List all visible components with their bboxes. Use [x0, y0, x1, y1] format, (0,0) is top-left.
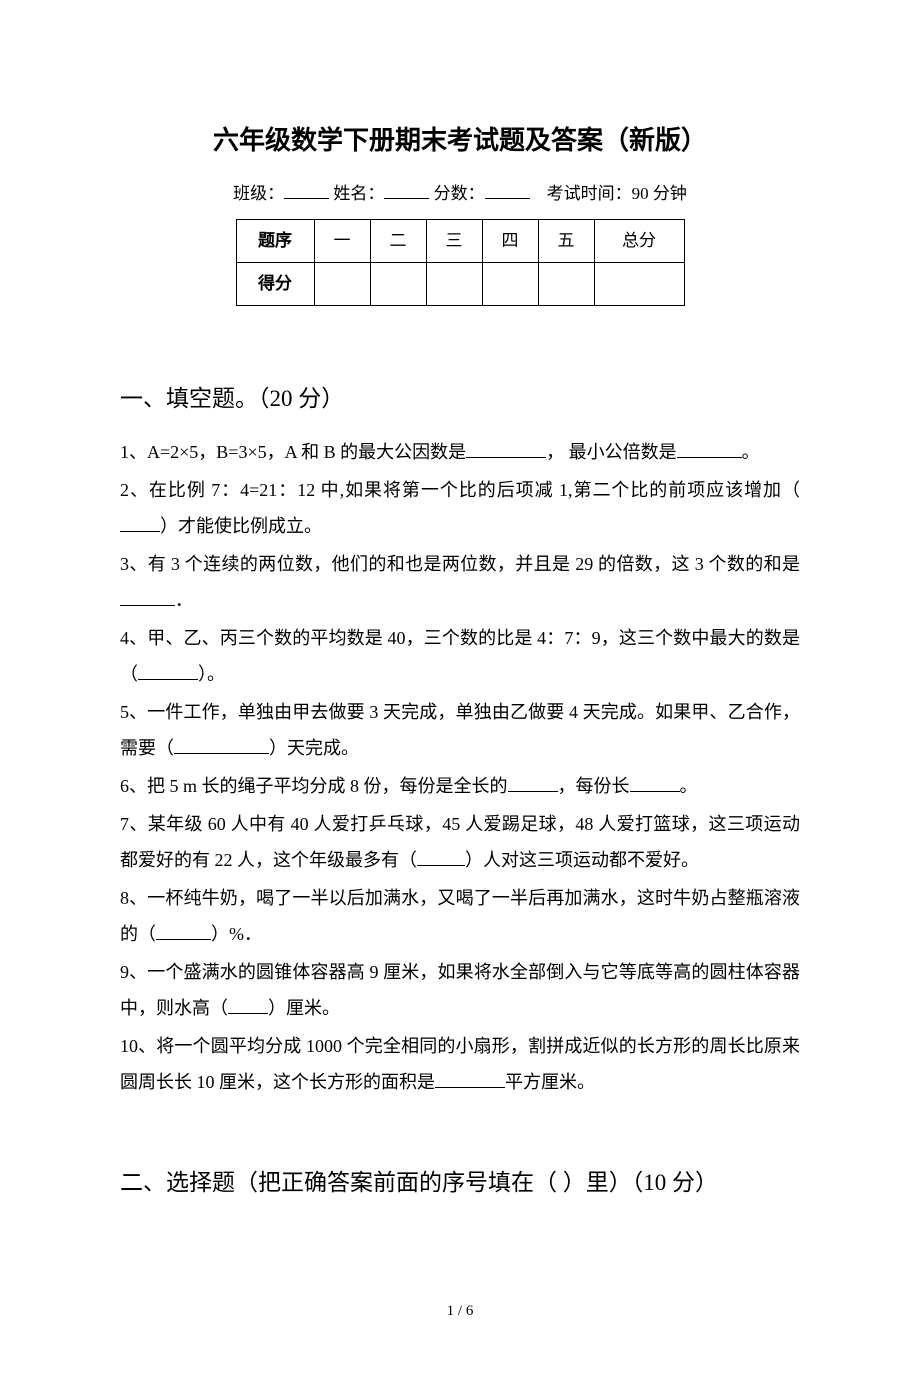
q-text: 平方厘米。: [505, 1072, 595, 1092]
section1-heading: 一、填空题。（20 分）: [120, 376, 800, 422]
blank: [138, 662, 198, 680]
q-text: ）人对这三项运动都不爱好。: [465, 850, 699, 870]
col-header: 一: [314, 220, 370, 263]
q-text: ）天完成。: [269, 738, 359, 758]
q-text: ，每份长: [558, 776, 630, 796]
document-title: 六年级数学下册期末考试题及答案（新版）: [120, 115, 800, 167]
blank: [677, 440, 742, 458]
blank: [435, 1070, 505, 1088]
blank: [120, 588, 175, 606]
score-cell: [538, 263, 594, 306]
q-text: 1、A=2×5，B=3×5，A 和 B 的最大公因数是: [120, 442, 466, 462]
blank: [174, 736, 269, 754]
q-text: ．: [175, 590, 193, 610]
q-text: 。: [742, 442, 760, 462]
q-text: 6、把 5 m 长的绳子平均分成 8 份，每份是全长的: [120, 776, 508, 796]
time-label: 考试时间：90 分钟: [547, 184, 687, 203]
col-header: 四: [482, 220, 538, 263]
q-text: 3、有 3 个连续的两位数，他们的和也是两位数，并且是 29 的倍数，这 3 个…: [120, 554, 800, 574]
question-5: 5、一件工作，单独由甲去做要 3 天完成，单独由乙做要 4 天完成。如果甲、乙合…: [120, 694, 800, 766]
name-label: 姓名：: [333, 184, 384, 203]
blank: [630, 774, 680, 792]
q-text: 2、在比例 7：4=21：12 中,如果将第一个比的后项减 1,第二个比的前项应…: [120, 480, 800, 500]
q-text: ）才能使比例成立。: [160, 516, 322, 536]
blank: [228, 996, 268, 1014]
question-8: 8、一杯纯牛奶，喝了一半以后加满水，又喝了一半后再加满水，这时牛奶占整瓶溶液的（…: [120, 880, 800, 952]
col-header: 五: [538, 220, 594, 263]
section2-heading: 二、选择题（把正确答案前面的序号填在（ ）里）（10 分）: [120, 1160, 800, 1206]
score-table: 题序 一 二 三 四 五 总分 得分: [236, 219, 685, 306]
page-number: 1 / 6: [120, 1296, 800, 1326]
question-list: 1、A=2×5，B=3×5，A 和 B 的最大公因数是， 最小公倍数是。 2、在…: [120, 434, 800, 1100]
question-9: 9、一个盛满水的圆锥体容器高 9 厘米，如果将水全部倒入与它等底等高的圆柱体容器…: [120, 954, 800, 1026]
row-label: 题序: [236, 220, 314, 263]
score-cell: [314, 263, 370, 306]
header-info: 班级： 姓名： 分数： 考试时间：90 分钟: [120, 177, 800, 211]
name-blank: [384, 182, 429, 199]
row-label: 得分: [236, 263, 314, 306]
col-header: 总分: [594, 220, 684, 263]
table-row: 题序 一 二 三 四 五 总分: [236, 220, 684, 263]
score-blank: [485, 182, 530, 199]
q-text: ）。: [198, 664, 225, 684]
question-6: 6、把 5 m 长的绳子平均分成 8 份，每份是全长的 ，每份长 。: [120, 768, 800, 804]
q-text: ）厘米。: [268, 998, 340, 1018]
score-cell: [482, 263, 538, 306]
score-cell: [370, 263, 426, 306]
q-text: ）%．: [211, 924, 262, 944]
q-text: ， 最小公倍数是: [546, 442, 677, 462]
q-text: 9、一个盛满水的圆锥体容器高 9 厘米，如果将水全部倒入与它等底等高的圆柱体容器…: [120, 962, 800, 1018]
question-2: 2、在比例 7：4=21：12 中,如果将第一个比的后项减 1,第二个比的前项应…: [120, 472, 800, 544]
blank: [120, 514, 160, 532]
question-1: 1、A=2×5，B=3×5，A 和 B 的最大公因数是 ， 最小公倍数是 。: [120, 434, 800, 470]
table-row: 得分: [236, 263, 684, 306]
question-4: 4、甲、乙、丙三个数的平均数是 40，三个数的比是 4：7：9，这三个数中最大的…: [120, 620, 800, 692]
question-10: 10、将一个圆平均分成 1000 个完全相同的小扇形，割拼成近似的长方形的周长比…: [120, 1028, 800, 1100]
blank: [156, 922, 211, 940]
question-7: 7、某年级 60 人中有 40 人爱打乒乓球，45 人爱踢足球，48 人爱打篮球…: [120, 806, 800, 878]
blank: [508, 774, 558, 792]
class-blank: [284, 182, 329, 199]
col-header: 二: [370, 220, 426, 263]
class-label: 班级：: [233, 184, 284, 203]
blank: [466, 440, 546, 458]
blank: [417, 848, 465, 866]
score-cell: [594, 263, 684, 306]
question-3: 3、有 3 个连续的两位数，他们的和也是两位数，并且是 29 的倍数，这 3 个…: [120, 546, 800, 618]
q-text: 。: [680, 776, 698, 796]
score-cell: [426, 263, 482, 306]
col-header: 三: [426, 220, 482, 263]
score-label: 分数：: [434, 184, 485, 203]
